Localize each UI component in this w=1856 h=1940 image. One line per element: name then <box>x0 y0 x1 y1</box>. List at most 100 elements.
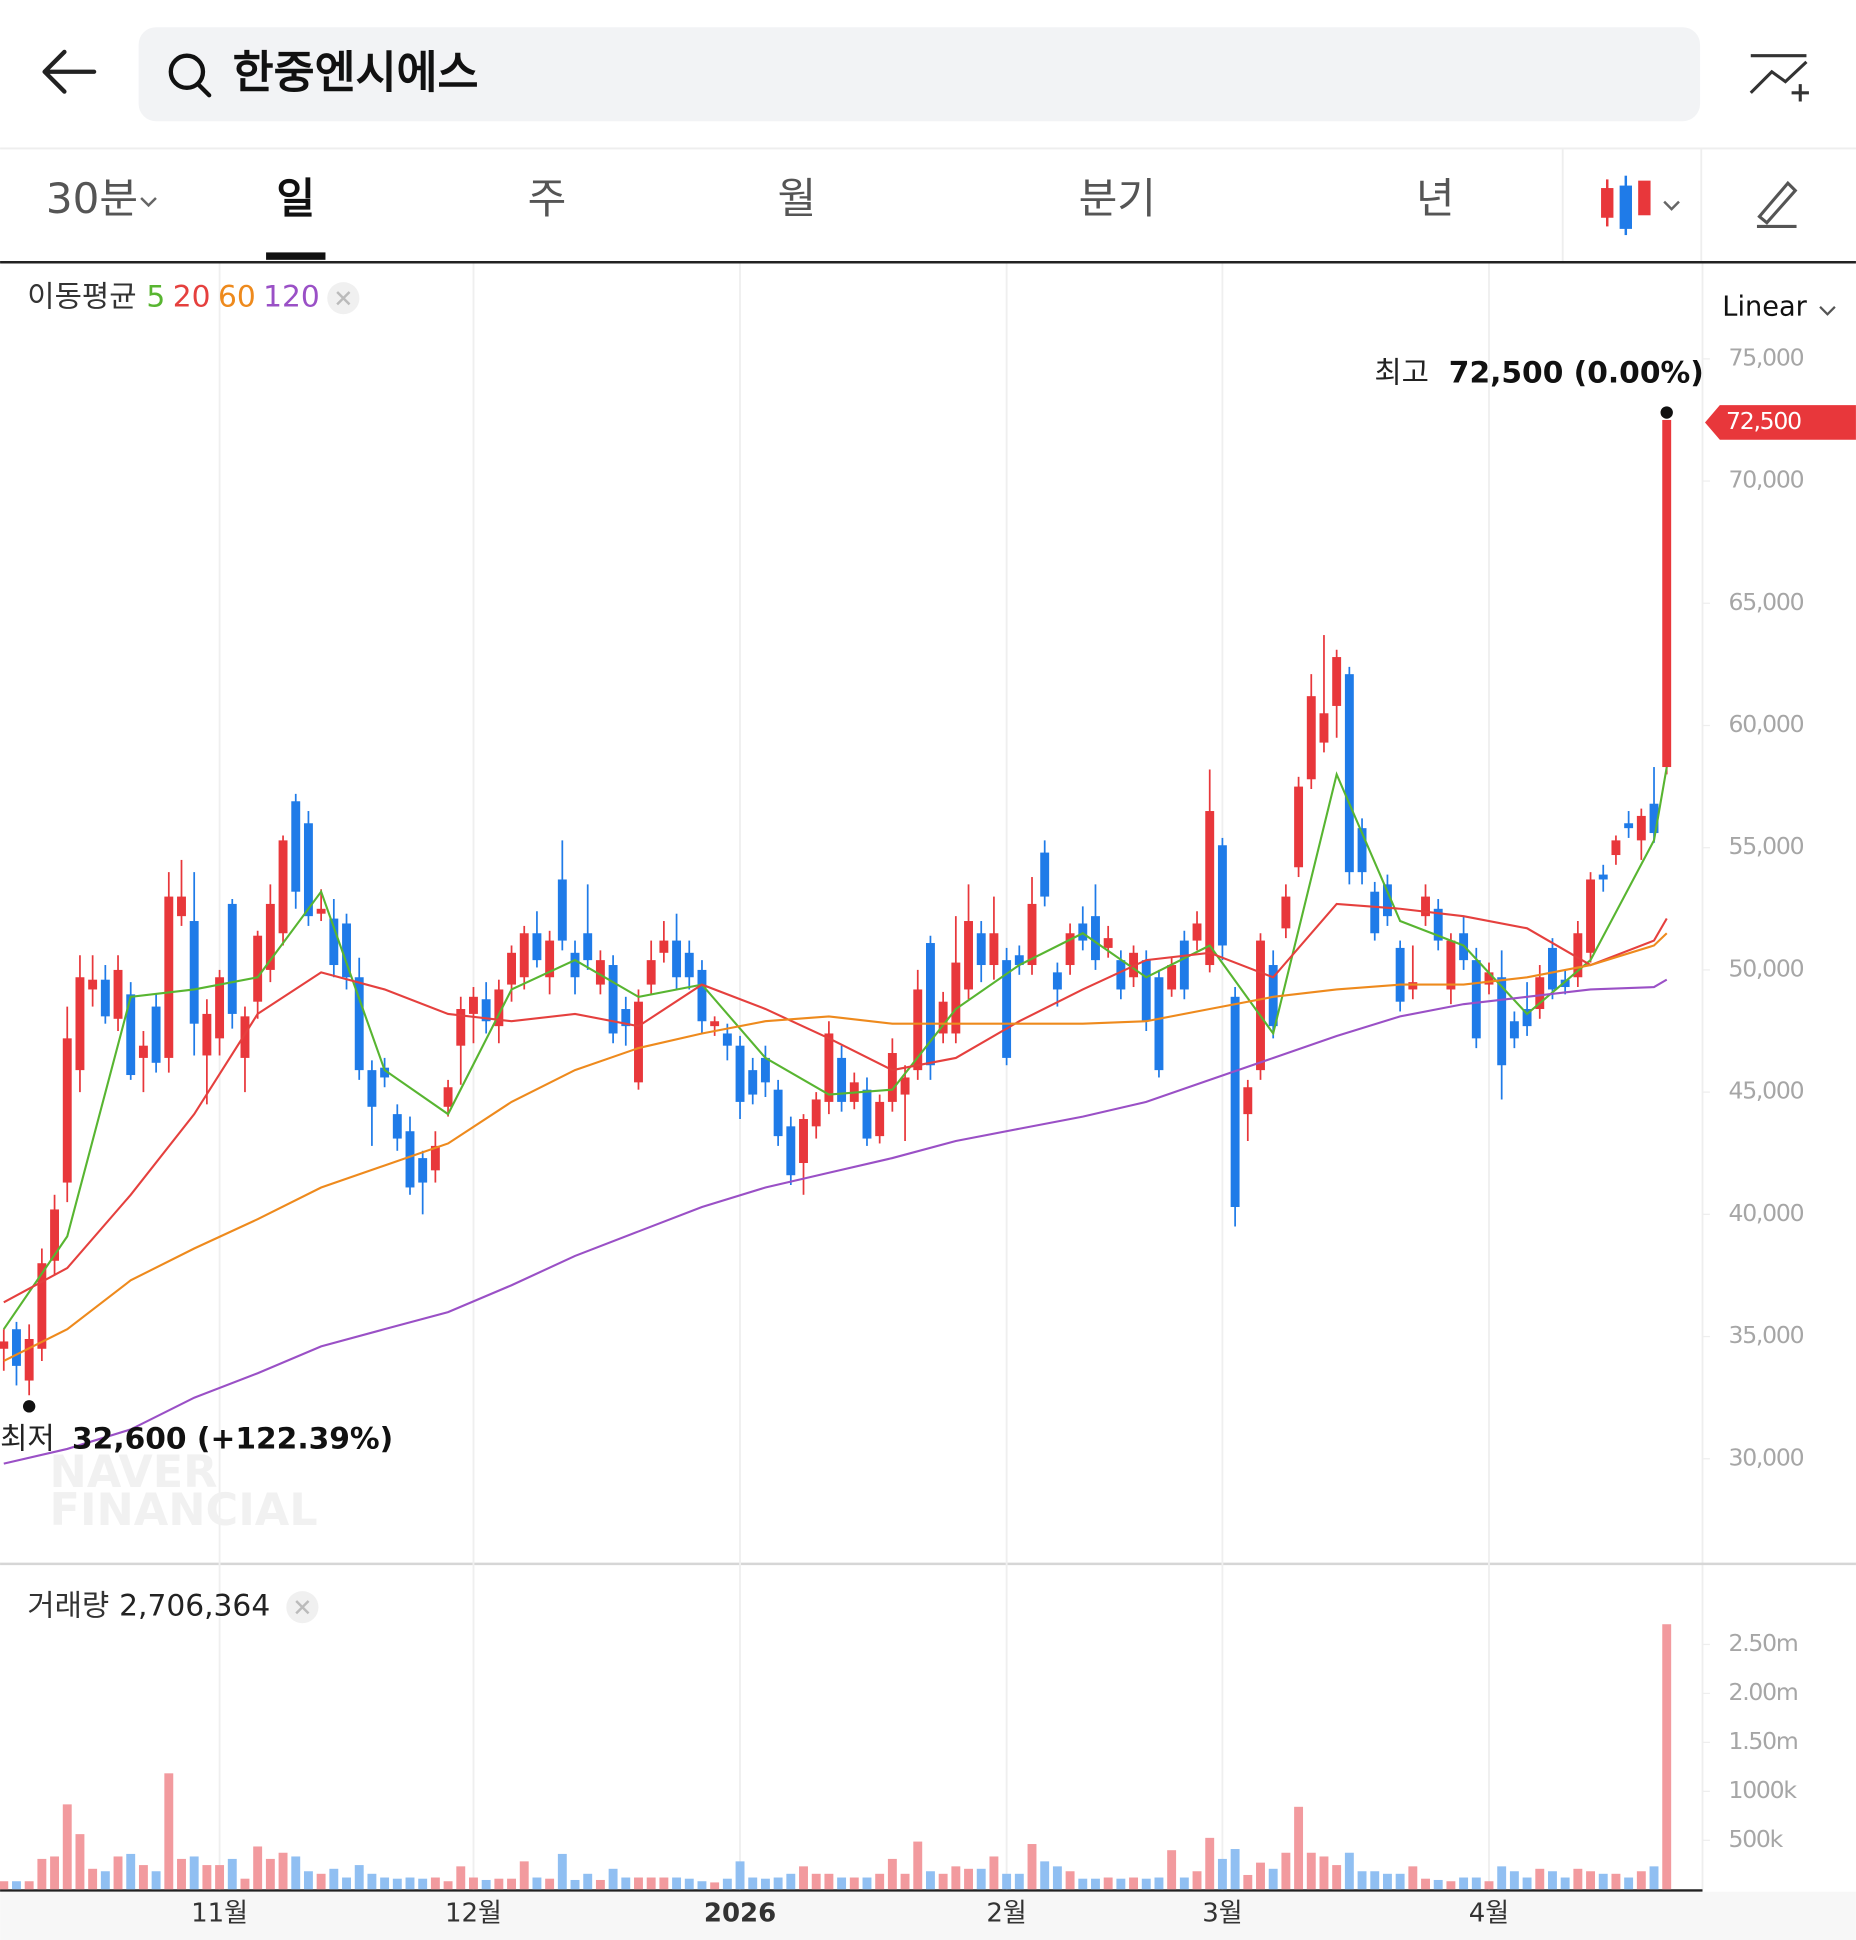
tab[interactable]: 월 <box>778 174 817 223</box>
volume-bar <box>126 1853 136 1890</box>
volume-bar <box>1052 1866 1062 1890</box>
volume-bar <box>672 1877 682 1890</box>
candle-body <box>710 1021 720 1027</box>
candle-body <box>12 1329 21 1366</box>
ma-legend-item: 5 <box>146 280 165 315</box>
candle-body <box>1002 960 1012 1058</box>
scale-chevron <box>1819 306 1836 316</box>
candle-body <box>925 943 935 1066</box>
volume-bar <box>1611 1873 1621 1890</box>
candle-body <box>100 979 110 1017</box>
volume-bar <box>1395 1873 1405 1890</box>
tab-active[interactable]: 일 <box>276 174 315 223</box>
volume-bar <box>1509 1871 1519 1890</box>
candle-body <box>1357 828 1367 873</box>
moving-average-line <box>3 932 1668 1362</box>
candle-body <box>1573 933 1583 978</box>
interval-tab[interactable]: 30분 <box>46 174 138 223</box>
min-marker <box>22 1400 36 1413</box>
candle-body <box>913 989 923 1071</box>
volume-bar <box>1014 1873 1024 1890</box>
volume-bar <box>469 1877 478 1890</box>
candle-body <box>1344 674 1354 873</box>
scale-selector[interactable]: Linear <box>1722 292 1807 323</box>
back-button[interactable] <box>42 49 97 94</box>
candle-body <box>1484 972 1494 985</box>
volume-bar <box>849 1877 859 1890</box>
candle-body <box>202 1013 212 1056</box>
candle-body <box>316 908 326 914</box>
draw-button[interactable] <box>1756 180 1798 228</box>
volume-bar <box>1116 1878 1126 1890</box>
remove-icon <box>336 291 351 306</box>
volume-bar <box>722 1878 732 1890</box>
pencil-icon <box>1756 180 1798 228</box>
candle-body <box>24 1338 34 1381</box>
volume-bar <box>710 1882 720 1890</box>
tab-underline <box>266 252 326 260</box>
y-tick-label: 30,000 <box>1728 1443 1803 1471</box>
volume-bar <box>100 1871 110 1890</box>
candle-body <box>1636 815 1646 841</box>
chart-style-button[interactable] <box>1601 175 1680 236</box>
volume-bar <box>1141 1878 1151 1890</box>
candle-body <box>1598 874 1608 880</box>
volume-bar <box>367 1873 377 1890</box>
tab[interactable]: 주 <box>528 174 567 223</box>
tab[interactable]: 년 <box>1416 174 1455 223</box>
candle-body <box>1433 908 1443 941</box>
volume-bar <box>215 1865 225 1890</box>
moving-average-line <box>3 902 1668 1304</box>
candle-body <box>469 996 478 1014</box>
volume-bar <box>1103 1877 1113 1890</box>
candle-body <box>138 1045 148 1058</box>
search-box[interactable] <box>138 27 1701 122</box>
candle-body <box>748 1070 758 1095</box>
candle-body <box>824 1033 834 1102</box>
candle-body <box>278 840 288 934</box>
remove-icon <box>295 1600 310 1615</box>
candle-body <box>392 1114 402 1139</box>
volume-bar <box>545 1878 555 1890</box>
volume-bar <box>443 1881 453 1890</box>
volume-bar <box>1281 1852 1291 1890</box>
watermark: NAVER <box>50 1446 218 1498</box>
x-tick-label: 2월 <box>986 1899 1026 1929</box>
compare-button[interactable] <box>1749 54 1809 102</box>
volume-bar <box>1002 1873 1012 1890</box>
volume-bar <box>786 1873 796 1890</box>
volume-bar <box>1421 1878 1430 1890</box>
candle-body <box>1408 982 1418 990</box>
volume-bar <box>735 1861 745 1890</box>
volume-bar <box>1624 1877 1634 1890</box>
candle-body <box>37 1263 47 1349</box>
volume-bar <box>811 1873 821 1890</box>
candle-body <box>329 918 339 966</box>
candle-body <box>1205 811 1215 966</box>
candle-body <box>1243 1087 1253 1115</box>
volume-bar <box>697 1881 707 1890</box>
volume-bar <box>621 1877 631 1890</box>
candle-body <box>887 1053 897 1102</box>
candle-body <box>1192 923 1202 941</box>
volume-bar <box>1319 1856 1329 1890</box>
candle-body <box>265 903 275 970</box>
candle-body <box>1471 960 1481 1039</box>
volume-bar <box>1332 1865 1342 1890</box>
tab[interactable]: 분기 <box>1079 174 1156 223</box>
candle-body <box>1052 972 1062 990</box>
candle-body <box>634 1001 643 1083</box>
candle-body <box>303 823 313 917</box>
x-tick-label: 4월 <box>1469 1899 1509 1929</box>
candle-body <box>1649 803 1659 834</box>
volume-bar <box>1167 1850 1177 1890</box>
ma-legend-item: 60 <box>218 280 256 315</box>
candle-body <box>621 1009 631 1027</box>
search-text: 한중엔시에스 <box>233 46 479 98</box>
volume-bar <box>494 1878 504 1890</box>
candle-body <box>1548 947 1557 990</box>
volume-bar <box>1040 1861 1050 1890</box>
volume-bar <box>989 1856 999 1890</box>
volume-bar <box>430 1877 440 1890</box>
candle-body <box>1179 940 1189 990</box>
